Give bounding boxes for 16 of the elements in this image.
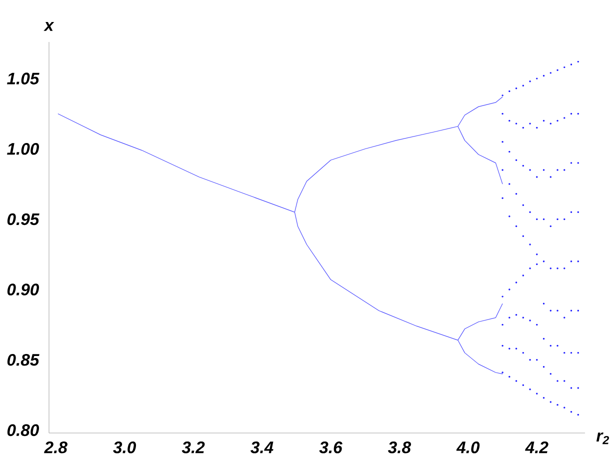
- x-tick-label: 4.2: [525, 441, 548, 454]
- x-tick-label: 3.6: [319, 441, 342, 454]
- y-tick-label: 1.00: [7, 142, 40, 155]
- x-tick-label: 4.0: [456, 441, 480, 454]
- x-tick-label: 3.0: [113, 441, 136, 454]
- y-axis-title: x: [44, 22, 54, 31]
- y-tick-label: 0.90: [7, 284, 40, 296]
- x-tick-label: 3.2: [182, 441, 205, 454]
- x-tick-label: 3.4: [250, 441, 274, 454]
- x-tick-label: 3.8: [388, 441, 412, 454]
- y-tick-label: 0.85: [7, 354, 40, 366]
- y-tick-label: 1.05: [7, 72, 40, 84]
- x-tick-label: 2.8: [44, 441, 68, 454]
- y-tick-label: 0.80: [7, 424, 40, 436]
- x-axis-title: r$_{2}$: [596, 432, 610, 444]
- y-tick-label: 0.95: [7, 213, 40, 226]
